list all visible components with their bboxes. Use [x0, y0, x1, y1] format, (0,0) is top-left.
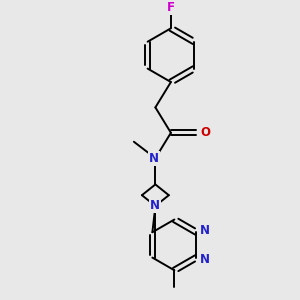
Text: N: N — [200, 224, 210, 237]
Text: N: N — [150, 200, 160, 212]
Text: O: O — [200, 126, 210, 139]
Text: N: N — [149, 152, 159, 165]
Text: F: F — [167, 2, 175, 14]
Text: N: N — [200, 253, 210, 266]
